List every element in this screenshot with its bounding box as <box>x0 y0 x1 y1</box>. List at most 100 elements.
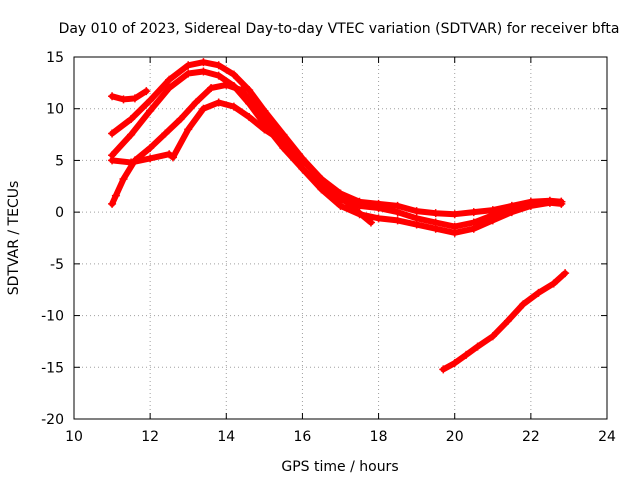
series-trace <box>109 88 150 103</box>
series-arc-1 <box>108 87 151 104</box>
data-point <box>165 75 174 84</box>
data-point <box>393 208 402 217</box>
data-point <box>557 199 566 208</box>
data-point <box>504 316 513 325</box>
y-tick-label: 10 <box>46 102 64 118</box>
data-point <box>507 208 516 217</box>
data-point <box>412 207 421 216</box>
y-tick-label: 0 <box>55 205 64 221</box>
x-tick-label: 18 <box>370 429 388 445</box>
tick-labels: 10 12 14 16 18 20 22 24 -20 -15 -10 -5 0 5 10 15 <box>41 50 616 445</box>
data-point <box>119 95 128 104</box>
y-tick-label: -15 <box>41 360 64 376</box>
x-tick-label: 22 <box>522 429 540 445</box>
x-axis-label: GPS time / hours <box>281 459 398 475</box>
data-point <box>146 154 155 163</box>
data-point <box>298 156 307 165</box>
data-point <box>229 102 238 111</box>
data-point <box>142 87 151 96</box>
data-point <box>393 216 402 225</box>
data-point <box>534 288 543 297</box>
data-point <box>214 61 223 70</box>
x-tick-label: 20 <box>446 429 464 445</box>
data-point <box>245 112 254 121</box>
data-point <box>279 137 288 146</box>
data-point <box>184 125 193 134</box>
data-point <box>199 58 208 67</box>
data-point <box>469 224 478 233</box>
data-point <box>176 115 185 124</box>
data-point <box>214 71 223 80</box>
data-point <box>184 61 193 70</box>
data-point <box>298 164 307 173</box>
data-point <box>469 208 478 217</box>
data-point <box>108 129 117 138</box>
data-point <box>374 214 383 223</box>
data-point <box>119 175 128 184</box>
data-point <box>462 350 471 359</box>
data-point <box>549 279 558 288</box>
data-point <box>146 144 155 153</box>
data-point <box>439 365 448 374</box>
y-axis-label: SDTVAR / TECUs <box>6 181 22 296</box>
data-point <box>252 104 261 113</box>
data-point <box>279 130 288 139</box>
series-arc-6 <box>439 269 570 374</box>
data-point <box>336 192 345 201</box>
data-point <box>519 300 528 309</box>
data-point <box>108 156 117 165</box>
data-point <box>545 198 554 207</box>
x-tick-label: 12 <box>141 429 159 445</box>
data-point <box>127 130 136 139</box>
data-point <box>165 84 174 93</box>
data-point <box>366 218 375 227</box>
data-point <box>161 129 170 138</box>
data-point <box>199 104 208 113</box>
data-point <box>168 153 177 162</box>
data-point <box>355 201 364 210</box>
series-trace <box>440 270 569 373</box>
data-point <box>127 115 136 124</box>
y-tick-label: -20 <box>41 412 64 428</box>
data-point <box>260 125 269 134</box>
data-point <box>191 98 200 107</box>
data-point <box>450 359 459 368</box>
x-tick-label: 16 <box>294 429 312 445</box>
data-point <box>473 342 482 351</box>
data-point <box>237 86 246 95</box>
data-point <box>111 191 120 200</box>
chart-title: Day 010 of 2023, Sidereal Day-to-day VTE… <box>59 21 620 37</box>
data-series <box>108 58 570 374</box>
x-tick-label: 14 <box>217 429 235 445</box>
data-point <box>488 216 497 225</box>
data-point <box>431 224 440 233</box>
y-tick-label: 5 <box>55 153 64 169</box>
data-point <box>561 269 570 278</box>
data-point <box>488 332 497 341</box>
x-tick-label: 10 <box>65 429 83 445</box>
plot-frame <box>73 56 608 420</box>
data-point <box>450 228 459 237</box>
data-point <box>146 106 155 115</box>
data-point <box>351 206 360 215</box>
data-point <box>130 94 139 103</box>
data-point <box>526 201 535 210</box>
series-arc-4 <box>108 80 566 237</box>
data-point <box>108 92 117 101</box>
series-trace <box>109 99 374 226</box>
data-point <box>412 220 421 229</box>
data-point <box>229 70 238 79</box>
y-tick-label: -10 <box>41 309 64 325</box>
y-tick-label: 15 <box>46 50 64 66</box>
data-point <box>317 185 326 194</box>
data-point <box>222 80 231 89</box>
data-point <box>108 199 117 208</box>
data-point <box>336 201 345 210</box>
data-point <box>450 210 459 219</box>
data-point <box>146 96 155 105</box>
data-point <box>374 204 383 213</box>
data-point <box>184 69 193 78</box>
y-tick-label: -5 <box>50 257 64 273</box>
data-point <box>199 67 208 76</box>
